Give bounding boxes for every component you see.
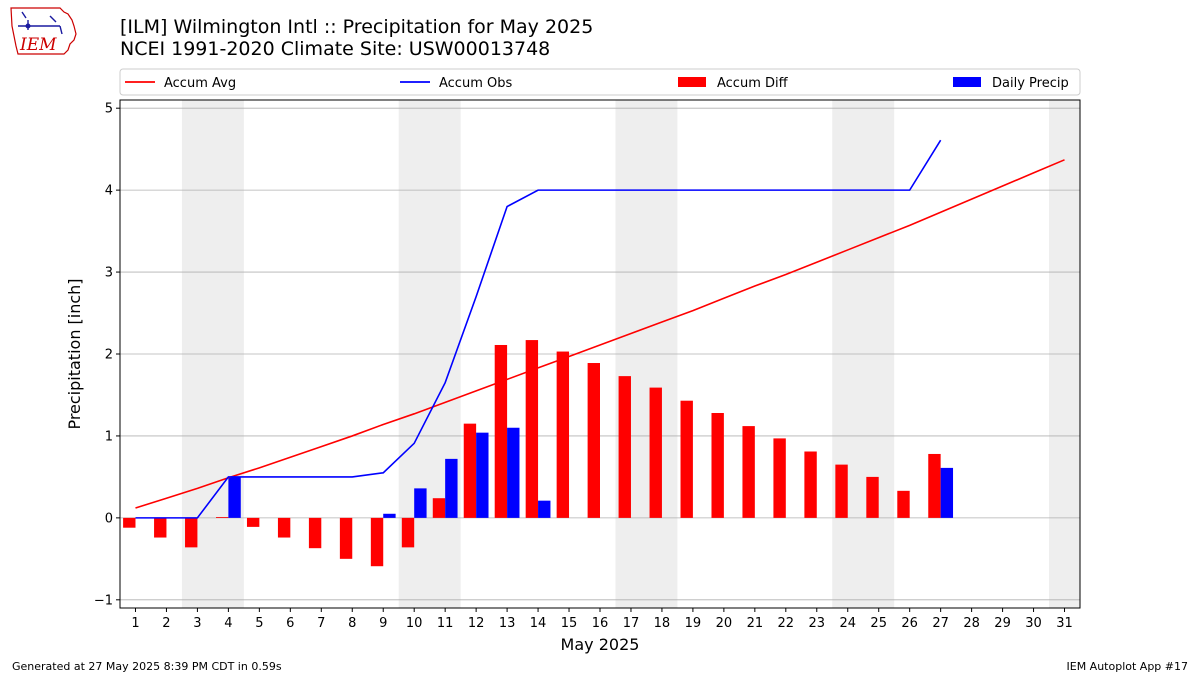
x-tick-label: 9 (379, 616, 387, 631)
accum-diff-bar (308, 517, 322, 549)
plot-area (120, 100, 1080, 608)
accum-diff-bar (649, 387, 662, 518)
legend-bar-swatch (953, 77, 981, 87)
x-tick-label: 8 (348, 616, 356, 631)
x-tick-label: 3 (193, 616, 201, 631)
svg-text:IEM: IEM (19, 35, 57, 55)
x-tick-label: 29 (994, 616, 1011, 631)
accum-diff-bar (835, 464, 848, 518)
accum-diff-bar (339, 517, 353, 559)
x-tick-label: 15 (561, 616, 578, 631)
accum-diff-bar (742, 426, 755, 518)
y-tick-label: 4 (105, 184, 113, 199)
y-tick-label: −1 (94, 593, 113, 608)
accum-diff-bar (804, 451, 817, 518)
y-tick-label: 2 (105, 348, 113, 363)
x-tick-label: 26 (901, 616, 918, 631)
accum-diff-bar (494, 344, 508, 518)
x-tick-label: 1 (131, 616, 139, 631)
x-tick-label: 30 (1025, 616, 1042, 631)
x-tick-label: 16 (592, 616, 609, 631)
accum-diff-bar (432, 498, 446, 518)
generated-note: Generated at 27 May 2025 8:39 PM CDT in … (12, 660, 282, 673)
x-tick-label: 23 (809, 616, 826, 631)
chart-title: [ILM] Wilmington Intl :: Precipitation f… (120, 16, 593, 60)
accum-diff-bar (277, 517, 291, 538)
x-tick-label: 7 (317, 616, 325, 631)
accum-diff-bar (154, 517, 167, 538)
accum-diff-bar (463, 423, 477, 518)
legend-label: Accum Obs (439, 76, 512, 91)
y-tick-label: 5 (105, 102, 113, 117)
x-tick-label: 22 (778, 616, 795, 631)
y-axis-label: Precipitation [inch] (65, 278, 84, 429)
legend-box (119, 68, 1081, 96)
daily-precip-bar (507, 427, 520, 518)
accum-diff-bar (773, 438, 786, 518)
x-tick-label: 2 (162, 616, 170, 631)
x-tick-label: 28 (963, 616, 980, 631)
daily-precip-bar (228, 476, 241, 518)
x-tick-label: 21 (747, 616, 764, 631)
accum-diff-bar (370, 517, 384, 567)
x-tick-label: 4 (224, 616, 232, 631)
daily-precip-bar (445, 458, 458, 518)
accum-diff-bar (680, 400, 693, 518)
accum-diff-bar (587, 363, 600, 518)
x-tick-label: 25 (870, 616, 887, 631)
accum-obs-line (135, 139, 942, 519)
x-tick-label: 24 (839, 616, 856, 631)
accum-diff-bar (401, 517, 415, 548)
accum-diff-bar (556, 351, 570, 518)
x-tick-label: 10 (406, 616, 423, 631)
accum-diff-bar (185, 517, 198, 548)
x-axis-label: May 2025 (561, 635, 640, 654)
accum-diff-bar (711, 412, 724, 518)
x-tick-label: 31 (1056, 616, 1073, 631)
daily-precip-bar (414, 488, 427, 518)
accum-diff-bar (618, 376, 631, 518)
daily-precip-bar (476, 432, 489, 518)
accum-diff-bar (246, 517, 260, 527)
app-label: IEM Autoplot App #17 (1066, 660, 1189, 673)
iem-logo: IEM (8, 6, 80, 58)
accum-diff-bar (216, 517, 229, 518)
daily-precip-bar (940, 467, 954, 518)
x-tick-label: 13 (499, 616, 516, 631)
y-tick-label: 1 (105, 429, 113, 444)
legend-label: Daily Precip (992, 76, 1069, 91)
accum-diff-bar (928, 453, 941, 518)
accum-diff-bar (123, 517, 136, 528)
title-line-2: NCEI 1991-2020 Climate Site: USW00013748 (120, 38, 551, 60)
daily-precip-bar (383, 513, 396, 518)
x-tick-label: 14 (530, 616, 547, 631)
y-tick-label: 0 (105, 511, 113, 526)
x-tick-label: 19 (685, 616, 702, 631)
legend-bar-swatch (678, 77, 706, 87)
x-tick-label: 17 (623, 616, 640, 631)
accum-diff-bar (866, 476, 879, 518)
legend-label: Accum Avg (164, 76, 236, 91)
x-tick-label: 11 (437, 616, 454, 631)
legend-label: Accum Diff (717, 76, 789, 91)
x-tick-label: 6 (286, 616, 294, 631)
accum-avg-line (135, 159, 1065, 509)
x-tick-label: 20 (716, 616, 733, 631)
x-tick-label: 5 (255, 616, 263, 631)
title-line-1: [ILM] Wilmington Intl :: Precipitation f… (120, 16, 594, 38)
x-tick-label: 18 (654, 616, 671, 631)
x-tick-label: 27 (932, 616, 949, 631)
daily-precip-bar (538, 500, 551, 518)
accum-diff-bar (525, 340, 539, 518)
accum-diff-bar (897, 490, 910, 518)
y-tick-label: 3 (105, 266, 113, 281)
x-tick-label: 12 (468, 616, 485, 631)
